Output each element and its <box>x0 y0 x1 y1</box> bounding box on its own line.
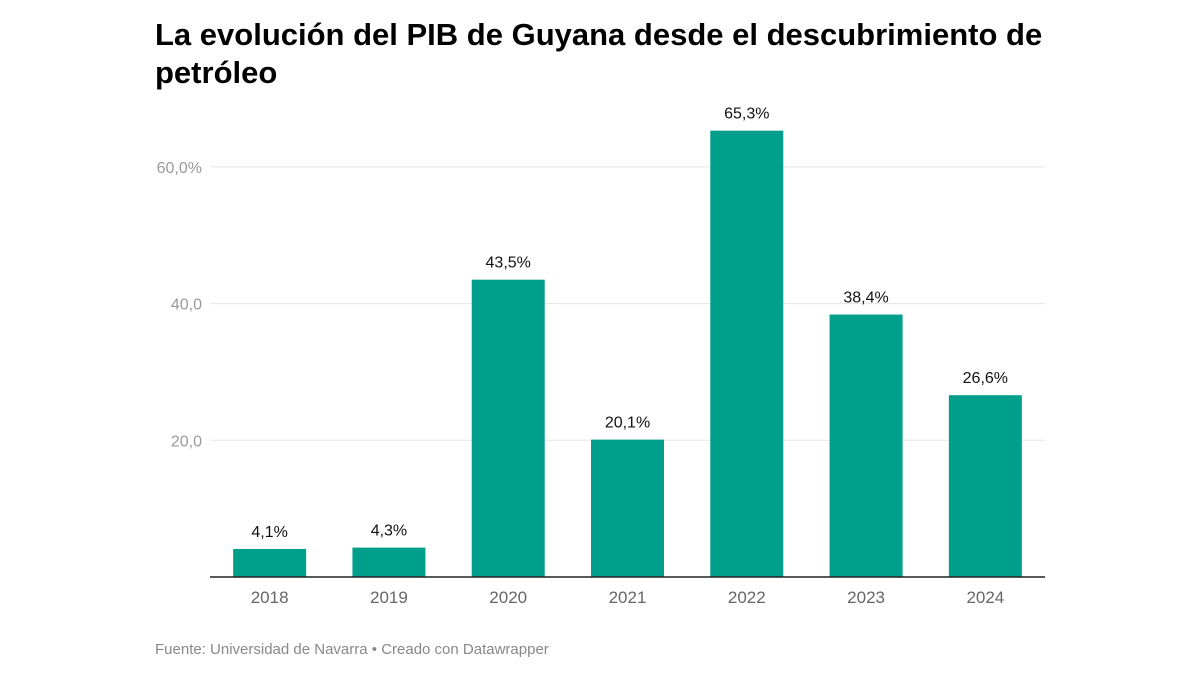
chart-title: La evolución del PIB de Guyana desde el … <box>155 17 1043 90</box>
gridlines <box>210 166 1045 441</box>
value-labels: 4,1% 4,3% 43,5% 20,1% 65,3% 38,4% 26,6% <box>251 106 1008 541</box>
x-axis-category-labels: 2018 2019 2020 2021 2022 2023 2024 <box>251 588 1005 607</box>
value-label: 4,1% <box>251 524 287 541</box>
x-category-label: 2022 <box>728 588 766 607</box>
x-category-label: 2024 <box>966 588 1004 607</box>
value-label: 26,6% <box>963 370 1008 387</box>
bars <box>233 130 1022 577</box>
bar <box>591 439 664 577</box>
bar <box>948 395 1022 577</box>
y-axis-tick-labels: 20,0 40,0 60,0% <box>157 160 202 450</box>
bar <box>233 548 307 577</box>
source-note: Fuente: Universidad de Navarra • Creado … <box>155 641 549 658</box>
value-label: 20,1% <box>605 415 650 432</box>
bar <box>710 130 784 577</box>
x-category-label: 2020 <box>489 588 527 607</box>
y-tick-label: 40,0 <box>171 297 202 314</box>
x-category-label: 2018 <box>251 588 289 607</box>
x-category-label: 2021 <box>609 588 647 607</box>
x-category-label: 2023 <box>847 588 885 607</box>
bar <box>829 314 903 577</box>
y-tick-label: 60,0% <box>157 160 202 177</box>
value-label: 4,3% <box>371 523 407 540</box>
value-label: 43,5% <box>486 255 531 272</box>
value-label: 38,4% <box>843 290 888 307</box>
x-category-label: 2019 <box>370 588 408 607</box>
y-tick-label: 20,0 <box>171 433 202 450</box>
bar <box>471 279 545 577</box>
bar <box>352 547 426 577</box>
value-label: 65,3% <box>724 106 769 123</box>
